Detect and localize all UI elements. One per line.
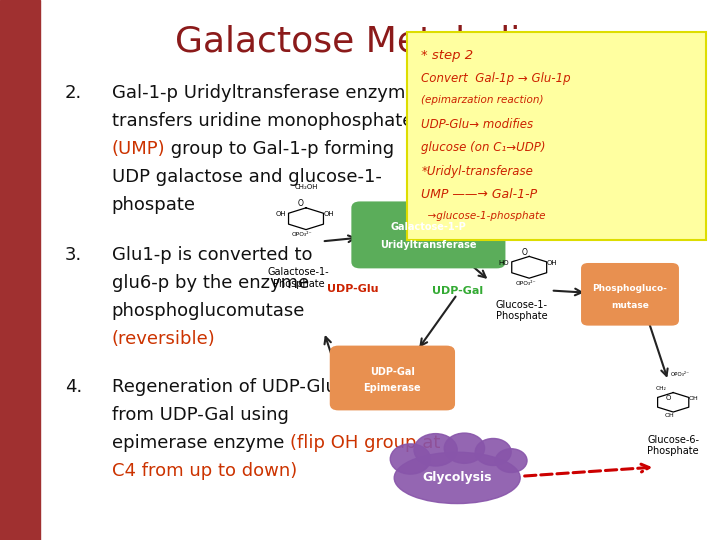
Text: (epimarzation reaction): (epimarzation reaction) <box>421 95 544 105</box>
FancyBboxPatch shape <box>581 263 679 326</box>
Text: transfers uridine monophosphate: transfers uridine monophosphate <box>112 112 413 130</box>
Text: 3.: 3. <box>65 246 82 264</box>
Text: OH: OH <box>547 260 557 266</box>
Text: (flip OH group at: (flip OH group at <box>289 434 440 452</box>
Text: Glucose-6-
Phosphate: Glucose-6- Phosphate <box>647 435 699 456</box>
Text: 4.: 4. <box>65 378 82 396</box>
Bar <box>407 32 706 240</box>
Text: CH₂OH: CH₂OH <box>518 233 541 239</box>
Text: OH: OH <box>276 211 286 217</box>
Text: UDP galactose and glucose-1-: UDP galactose and glucose-1- <box>112 168 382 186</box>
Text: CH₂OH: CH₂OH <box>294 184 318 190</box>
Text: UDP-Glu: UDP-Glu <box>327 284 379 294</box>
Text: OH: OH <box>665 414 675 418</box>
Text: Glycolysis: Glycolysis <box>423 471 492 484</box>
Text: OPO₃²⁻: OPO₃²⁻ <box>671 373 690 377</box>
Text: Uridyltransferase: Uridyltransferase <box>380 240 477 249</box>
Text: Galactose-1-P: Galactose-1-P <box>390 222 467 232</box>
Text: glu6-p by the enzyme: glu6-p by the enzyme <box>112 274 309 292</box>
Text: UDP-Gal: UDP-Gal <box>370 367 415 376</box>
Text: →glucose-1-phosphate: →glucose-1-phosphate <box>421 211 546 221</box>
Circle shape <box>475 438 511 465</box>
Text: O: O <box>665 395 671 401</box>
Text: Glu1-p is converted to: Glu1-p is converted to <box>112 246 312 264</box>
Text: group to Gal-1-p forming: group to Gal-1-p forming <box>165 140 395 158</box>
Text: Gal-1-p Uridyltransferase enzyme: Gal-1-p Uridyltransferase enzyme <box>112 84 416 102</box>
Circle shape <box>444 433 485 463</box>
Text: Galactose Metabolism: Galactose Metabolism <box>175 24 574 58</box>
Text: OPO₃²⁻: OPO₃²⁻ <box>292 232 312 237</box>
Text: glucose (on C₁→UDP): glucose (on C₁→UDP) <box>421 141 546 154</box>
Text: Phosphogluco-: Phosphogluco- <box>593 285 667 293</box>
Text: HO: HO <box>499 260 509 266</box>
Text: Glucose-1-
Phosphate: Glucose-1- Phosphate <box>496 300 548 321</box>
Text: Regeneration of UDP-Glu: Regeneration of UDP-Glu <box>112 378 336 396</box>
Text: OH: OH <box>688 396 698 401</box>
Text: Convert  Gal-1p → Glu-1p: Convert Gal-1p → Glu-1p <box>421 72 571 85</box>
FancyBboxPatch shape <box>330 346 455 410</box>
Text: C4 from up to down): C4 from up to down) <box>112 462 297 480</box>
Bar <box>0 0 40 540</box>
Text: UDP-Gal: UDP-Gal <box>431 286 483 296</box>
FancyBboxPatch shape <box>351 201 505 268</box>
Text: OPO₃²⁻: OPO₃²⁻ <box>516 281 536 286</box>
Text: CH₂: CH₂ <box>655 387 666 392</box>
Text: Epimerase: Epimerase <box>364 383 421 393</box>
Ellipse shape <box>395 453 520 503</box>
Circle shape <box>390 444 431 474</box>
Text: Galactose-1-
Phosphate: Galactose-1- Phosphate <box>268 267 330 289</box>
Text: (UMP): (UMP) <box>112 140 165 158</box>
Text: phosphoglucomutase: phosphoglucomutase <box>112 302 305 320</box>
Text: phospate: phospate <box>112 196 196 214</box>
Text: UMP ——→ Gal-1-P: UMP ——→ Gal-1-P <box>421 188 537 201</box>
Text: *Uridyl-transferase: *Uridyl-transferase <box>421 165 533 178</box>
Text: mutase: mutase <box>611 301 649 309</box>
Text: (reversible): (reversible) <box>112 330 215 348</box>
Text: 2.: 2. <box>65 84 82 102</box>
Text: UDP-Glu→ modifies: UDP-Glu→ modifies <box>421 118 534 131</box>
Circle shape <box>414 434 457 466</box>
Text: O: O <box>521 248 527 257</box>
Circle shape <box>495 449 527 472</box>
Text: epimerase enzyme: epimerase enzyme <box>112 434 289 452</box>
Text: * step 2: * step 2 <box>421 49 473 62</box>
Text: OH: OH <box>324 211 334 217</box>
Text: from UDP-Gal using: from UDP-Gal using <box>112 406 289 424</box>
Text: O: O <box>298 199 304 208</box>
